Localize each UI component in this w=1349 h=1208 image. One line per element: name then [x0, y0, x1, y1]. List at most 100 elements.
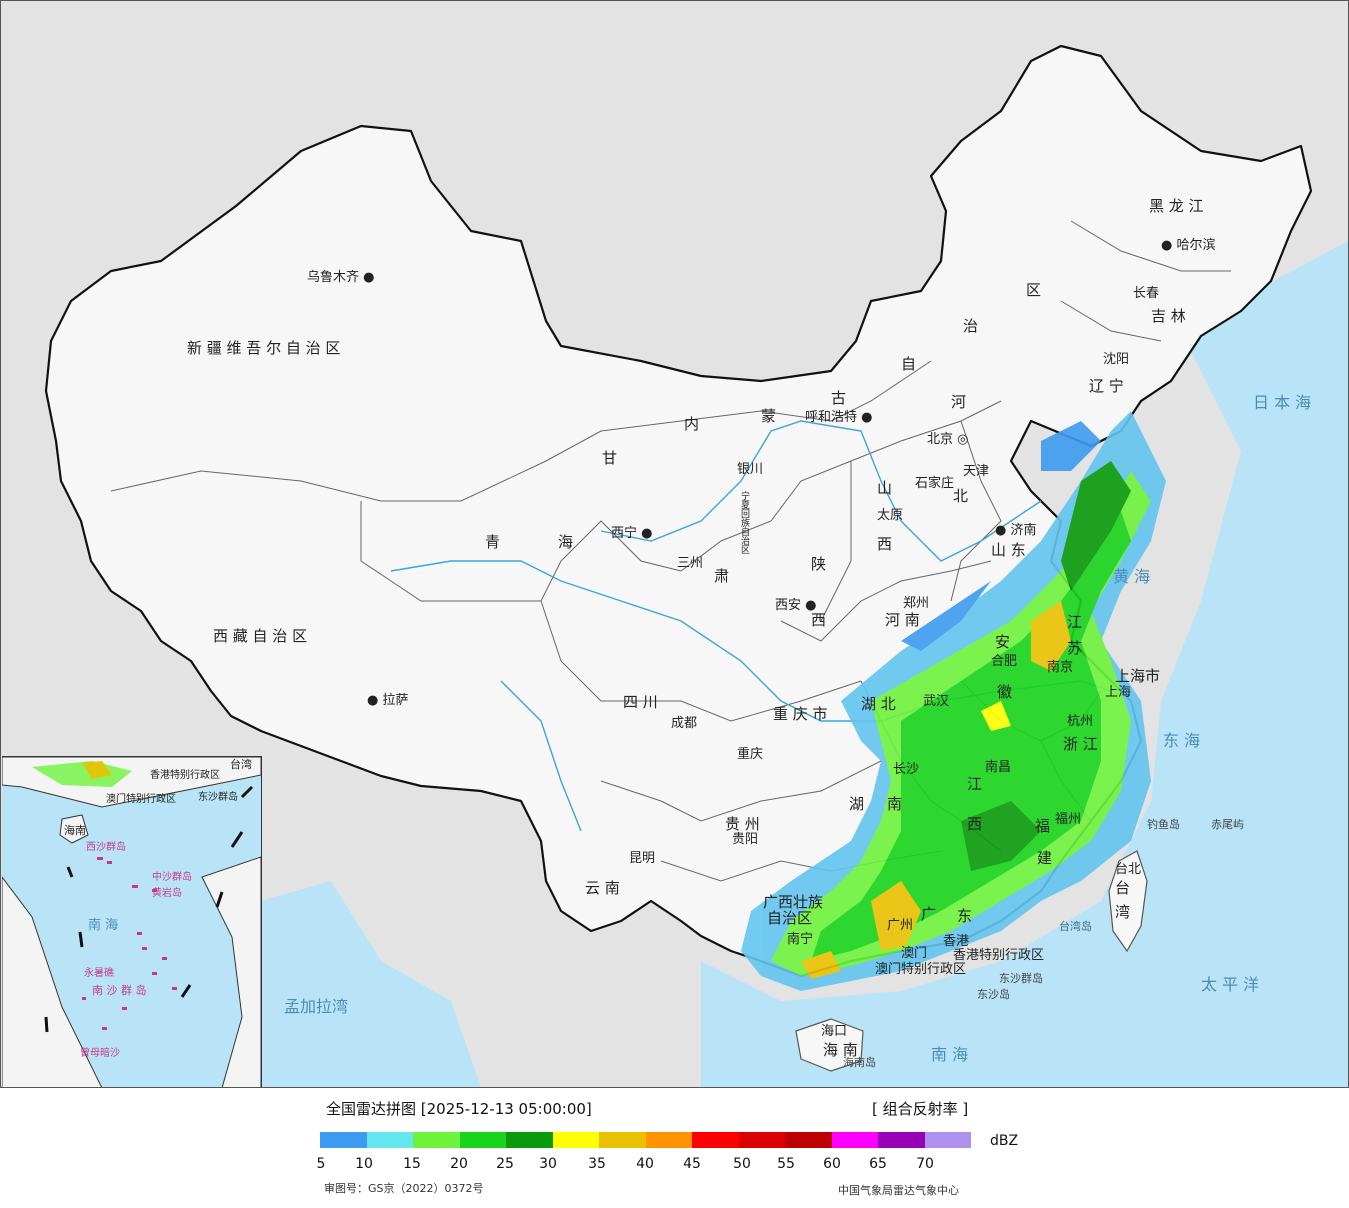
label-jiangxi-2: 西 — [967, 815, 983, 833]
city-guiyang: 贵阳 — [732, 832, 759, 847]
city-urumqi: 乌鲁木齐 ● — [307, 270, 375, 285]
city-zhengzhou: 郑州 — [903, 596, 930, 611]
label-taiwan-2: 湾 — [1115, 903, 1131, 921]
label-shandong: 山 东 — [991, 541, 1026, 559]
label-hainan-island: 海南岛 — [843, 1056, 876, 1069]
inset-dongsha: 东沙群岛 — [198, 792, 238, 803]
label-xinjiang: 新 疆 维 吾 尔 自 治 区 — [187, 339, 341, 357]
label-ningxia: 宁夏回族自治区 — [739, 491, 749, 554]
city-hohhot: 呼和浩特 ● — [805, 410, 873, 425]
label-shanxi-1: 山 — [877, 479, 893, 497]
legend-tick: 20 — [450, 1156, 468, 1172]
label-hubei: 湖 北 — [861, 695, 896, 713]
city-hangzhou: 杭州 — [1067, 714, 1094, 729]
city-yinchuan: 银川 — [737, 462, 764, 477]
label-qinghai-1: 青 — [485, 533, 501, 551]
label-anhui-1: 安 — [995, 633, 1011, 651]
inset-yongshu: 永暑礁 — [84, 968, 114, 979]
label-zhejiang: 浙 江 — [1063, 735, 1098, 753]
legend-swatch — [692, 1132, 739, 1148]
legend-swatch — [924, 1132, 971, 1148]
map-frame: 新 疆 维 吾 尔 自 治 区 西 藏 自 治 区 青 海 甘 肃 内 蒙 古 … — [0, 0, 1349, 1088]
legend-swatch — [738, 1132, 785, 1148]
label-gansu-2: 肃 — [714, 567, 730, 585]
taiwan-island — [1108, 850, 1148, 953]
label-jiangsu-1: 江 — [1067, 613, 1083, 631]
legend-colorbar — [320, 1132, 971, 1148]
label-neimenggu-1: 内 — [684, 415, 700, 433]
label-japan-sea: 日 本 海 — [1253, 393, 1312, 412]
legend-swatch — [599, 1132, 646, 1148]
legend-tick: 40 — [636, 1156, 654, 1172]
label-hunan-2: 南 — [887, 795, 903, 813]
city-chengdu: 成都 — [671, 716, 698, 731]
label-dongsha-islands: 东沙群岛 — [999, 972, 1043, 985]
city-tianjin: 天津 — [963, 464, 990, 479]
label-diaoyu: 钓鱼岛 — [1147, 818, 1180, 831]
label-neimenggu-5: 治 — [963, 317, 979, 335]
legend-tick: 65 — [869, 1156, 887, 1172]
agency-name: 中国气象局雷达气象中心 — [838, 1184, 959, 1197]
label-qinghai-2: 海 — [558, 533, 574, 551]
city-beijing: 北京 ◎ — [927, 432, 969, 447]
bay-of-bengal — [261, 881, 481, 1087]
city-kunming: 昆明 — [629, 851, 656, 866]
city-xining: 西宁 ● — [611, 526, 653, 541]
city-nanchang: 南昌 — [985, 760, 1012, 775]
city-chongqing: 重庆 — [737, 747, 764, 762]
legend-tick: 5 — [316, 1156, 326, 1172]
legend-unit: dBZ — [990, 1133, 1019, 1149]
label-liaoning: 辽 宁 — [1089, 377, 1124, 395]
label-chiwei: 赤尾屿 — [1211, 818, 1244, 831]
label-fujian-2: 建 — [1037, 849, 1053, 867]
legend-swatch — [552, 1132, 599, 1148]
label-hebei-1: 河 — [951, 393, 967, 411]
hainan-island — [795, 1018, 864, 1072]
city-xian: 西安 ● — [775, 598, 817, 613]
label-east-sea: 东 海 — [1163, 731, 1201, 750]
sea-area — [701, 241, 1348, 1087]
inset-hk: 香港特别行政区 — [150, 770, 220, 781]
legend-tick: 60 — [823, 1156, 841, 1172]
legend-tick: 50 — [733, 1156, 751, 1172]
label-anhui-2: 徽 — [997, 683, 1013, 701]
legend-tick: 45 — [683, 1156, 701, 1172]
label-shaanxi-2: 西 — [811, 611, 827, 629]
legend-swatch — [459, 1132, 506, 1148]
label-guangxi-2: 自治区 — [767, 909, 813, 927]
label-jiangxi-1: 江 — [967, 775, 983, 793]
city-taiyuan: 太原 — [877, 508, 904, 523]
label-guangdong-2: 东 — [957, 907, 973, 925]
label-pacific: 太 平 洋 — [1201, 975, 1260, 994]
city-lanzhou: 三州 — [677, 556, 704, 571]
label-heilongjiang: 黑 龙 江 — [1149, 197, 1204, 215]
review-number: 审图号：GS京（2022）0372号 — [324, 1182, 484, 1195]
city-macau: 澳门 — [901, 946, 928, 961]
label-chongqing: 重 庆 市 — [773, 705, 828, 723]
city-hefei: 合肥 — [991, 654, 1018, 669]
city-changsha: 长沙 — [893, 762, 920, 777]
legend-swatch — [645, 1132, 692, 1148]
inset-huangyan: 黄岩岛 — [152, 888, 182, 899]
inset-south-sea: 南 海 — [88, 918, 119, 933]
legend-tick: 10 — [355, 1156, 373, 1172]
inset-map — [2, 757, 261, 1087]
city-nanjing: 南京 — [1047, 660, 1074, 675]
label-taiwan-1: 台 — [1115, 879, 1131, 897]
legend-swatch — [506, 1132, 553, 1148]
inset-hainan: 海南 — [64, 824, 86, 837]
city-shanghai: 上海 — [1105, 685, 1132, 700]
city-shenyang: 沈阳 — [1103, 352, 1130, 367]
label-shaanxi-1: 陕 — [811, 555, 827, 573]
label-hongkong-sar: 香港特别行政区 — [953, 948, 1045, 963]
label-yunnan: 云 南 — [585, 879, 620, 897]
label-bengal: 孟加拉湾 — [284, 997, 349, 1016]
legend-tick: 30 — [539, 1156, 557, 1172]
city-wuhan: 武汉 — [923, 694, 950, 709]
legend-swatch — [320, 1132, 367, 1148]
label-taiwan-island: 台湾岛 — [1059, 920, 1092, 933]
label-hebei-2: 北 — [953, 487, 969, 505]
legend-tick: 15 — [403, 1156, 421, 1172]
legend-swatch — [878, 1132, 925, 1148]
city-guangzhou: 广州 — [887, 918, 914, 933]
